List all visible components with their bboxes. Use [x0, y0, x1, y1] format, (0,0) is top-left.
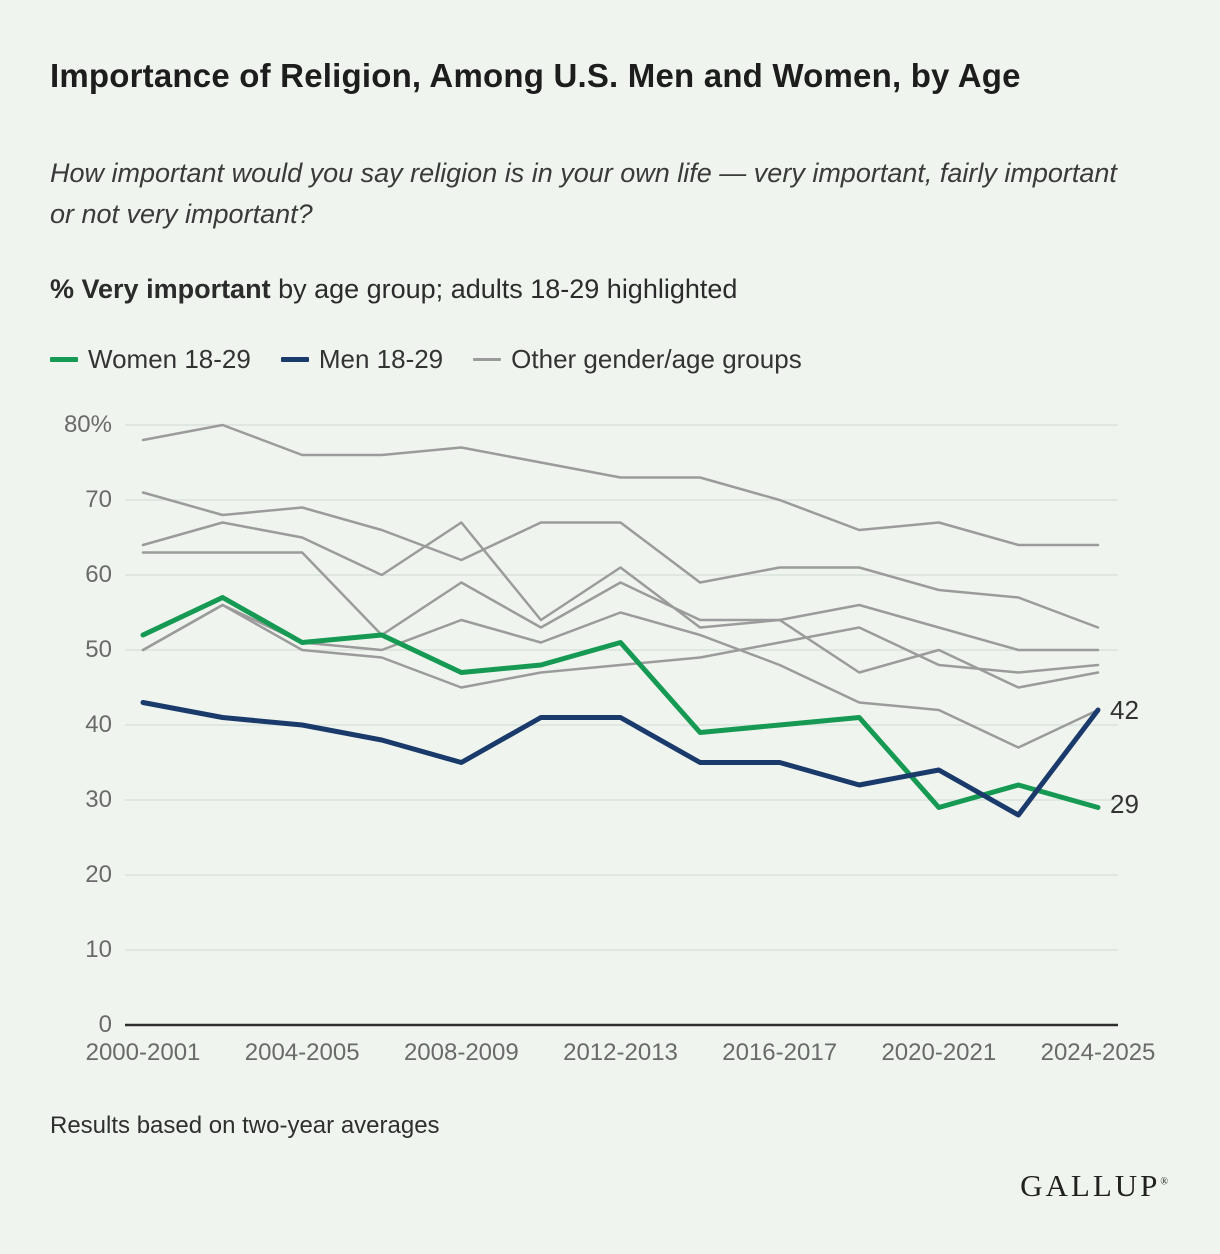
x-tick-label-2024-2025: 2024-2025: [1040, 1039, 1156, 1066]
legend-item-men-18-29: Men 18-29: [280, 344, 444, 375]
chart-measure-label-bold: % Very important: [50, 274, 271, 304]
x-tick-label-2012-2013: 2012-2013: [563, 1039, 678, 1066]
end-label-42: 42: [1110, 695, 1139, 725]
series-line-men-18-29: [140, 700, 1101, 818]
series-line-other-gender-age-group-2: [141, 491, 1100, 629]
end-label-29: 29: [1110, 788, 1139, 819]
gallup-logo-text: GALLUP: [1020, 1168, 1161, 1203]
legend-swatch-icon: [280, 357, 309, 362]
gallup-logo: GALLUP®: [1020, 1168, 1168, 1204]
y-tick-label-50: 50: [85, 636, 112, 663]
legend-swatch-icon: [50, 357, 78, 362]
x-tick-label-2020-2021: 2020-2021: [881, 1039, 997, 1066]
series-line-other-gender-age-group-1: [141, 423, 1100, 547]
y-tick-label-60: 60: [85, 561, 112, 588]
legend-label: Women 18-29: [88, 344, 251, 374]
legend: Women 18-29 Men 18-29 Other gender/age gro…: [50, 344, 802, 375]
y-tick-label-70: 70: [85, 486, 112, 513]
x-tick-label-2008-2009: 2008-2009: [403, 1039, 519, 1066]
series-line-other-gender-age-group-3: [141, 521, 1100, 652]
page-title: Importance of Religion, Among U.S. Men a…: [50, 57, 1021, 94]
legend-item-other-gender-age-groups: Other gender/age groups: [473, 344, 802, 375]
x-tick-label-2004-2005: 2004-2005: [244, 1039, 360, 1066]
legend-label: Other gender/age groups: [511, 344, 802, 374]
y-tick-label-40: 40: [85, 711, 112, 738]
y-tick-label-80: 80%: [63, 411, 112, 438]
gallup-logo-registered-mark: ®: [1160, 1176, 1168, 1188]
series-line-women-18-29: [140, 595, 1101, 810]
legend-label: Men 18-29: [318, 344, 444, 374]
x-tick-label-2016-2017: 2016-2017: [722, 1039, 838, 1066]
chart-measure-label-rest: by age group; adults 18-29 highlighted: [270, 274, 738, 304]
series-line-other-gender-age-group-6: [141, 603, 1100, 689]
legend-swatch-icon: [473, 358, 502, 361]
legend-item-women-18-29: Women 18-29: [50, 344, 251, 375]
y-tick-label-10: 10: [85, 936, 112, 963]
y-tick-label-30: 30: [85, 786, 112, 813]
series-line-other-gender-age-group-5: [141, 603, 1100, 749]
y-tick-label-20: 20: [85, 861, 112, 888]
x-tick-label-2000-2001: 2000-2001: [85, 1039, 201, 1066]
line-chart: [125, 423, 1118, 1027]
footnote: Results based on two-year averages: [50, 1112, 440, 1139]
chart-measure-label: % Very important by age group; adults 18…: [50, 274, 1150, 305]
chart-question-subtitle: How important would you say religion is …: [50, 158, 1117, 229]
series-line-other-gender-age-group-4: [141, 551, 1100, 689]
y-tick-label-0: 0: [98, 1011, 112, 1038]
